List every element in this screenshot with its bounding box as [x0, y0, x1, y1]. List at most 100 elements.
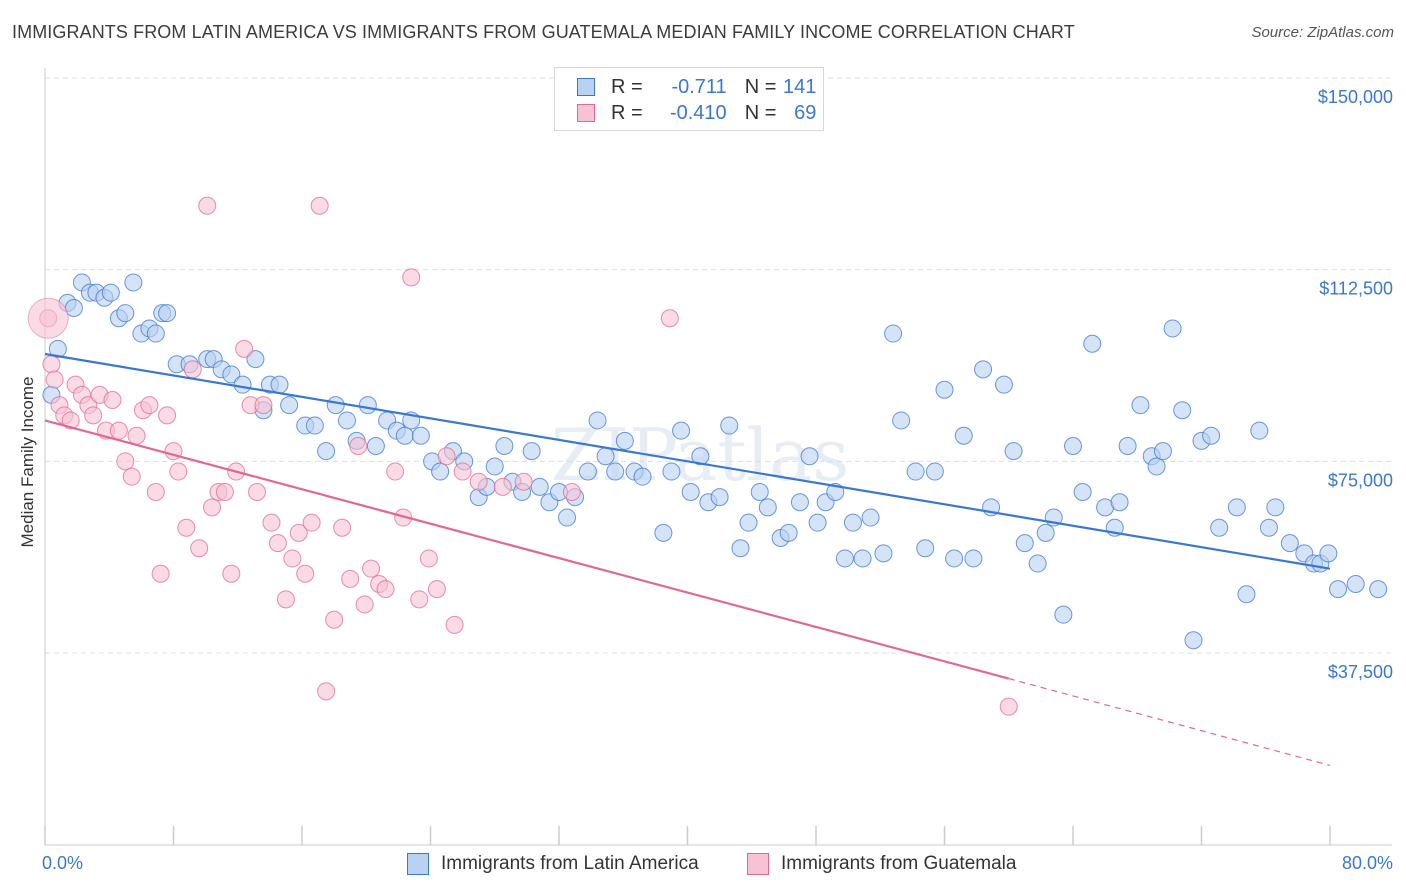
data-point	[935, 380, 954, 399]
data-point	[1036, 523, 1055, 542]
data-point	[183, 360, 202, 379]
y-axis-label: Median Family Income	[18, 376, 37, 547]
data-point	[739, 513, 758, 532]
data-point	[1329, 580, 1348, 599]
data-point	[1054, 605, 1073, 624]
trend-line-guatemala-extension	[1008, 677, 1331, 767]
data-point	[109, 421, 128, 440]
x-tick-label-max: 80.0%	[1342, 853, 1393, 873]
data-point	[146, 483, 165, 501]
data-point	[884, 324, 903, 343]
axis-labels: $37,500 $75,000 $112,500 $150,000 0.0% 80.0% M…	[18, 87, 1393, 873]
data-point	[835, 549, 854, 568]
data-point	[283, 549, 302, 568]
legend-n-value: 141	[783, 75, 817, 98]
data-point	[1250, 421, 1269, 440]
data-point	[419, 549, 438, 568]
data-point	[431, 462, 450, 481]
data-point	[305, 416, 324, 435]
x-tick-label-min: 0.0%	[42, 853, 83, 873]
trend-lines	[44, 352, 1331, 767]
data-point	[588, 411, 607, 430]
data-point	[48, 339, 67, 358]
data-point	[362, 559, 381, 578]
data-point	[1259, 518, 1278, 537]
data-point	[1004, 442, 1023, 461]
data-point	[558, 508, 577, 527]
data-point	[1280, 534, 1299, 553]
data-point	[615, 431, 634, 450]
data-point	[874, 544, 893, 563]
data-point	[672, 421, 691, 440]
data-point	[485, 457, 504, 476]
data-point	[495, 437, 514, 455]
data-point	[974, 360, 993, 379]
data-point	[268, 534, 287, 553]
data-point	[376, 580, 395, 599]
y-tick-label: $75,000	[1328, 470, 1393, 490]
data-point	[45, 370, 64, 389]
axes	[44, 68, 1392, 846]
data-point	[1227, 498, 1246, 517]
data-point	[289, 523, 308, 542]
chart-title: IMMIGRANTS FROM LATIN AMERICA VS IMMIGRA…	[12, 22, 1075, 42]
data-point	[302, 513, 321, 532]
data-point	[1266, 498, 1285, 517]
data-point	[427, 580, 446, 599]
data-point	[127, 426, 146, 445]
data-point	[248, 483, 267, 501]
data-point	[1173, 401, 1192, 420]
data-point	[151, 564, 170, 583]
data-point	[530, 477, 549, 496]
data-point-large	[27, 297, 69, 339]
data-point	[103, 391, 122, 409]
data-point	[514, 472, 533, 491]
data-point	[731, 539, 750, 558]
bottom-legend-swatch-blue	[407, 853, 429, 875]
data-point	[562, 483, 581, 501]
data-point	[720, 416, 739, 435]
data-point	[1028, 554, 1047, 573]
data-point	[140, 396, 159, 415]
data-point	[1064, 437, 1082, 455]
data-point	[395, 426, 414, 445]
data-point	[892, 411, 911, 430]
data-point	[190, 539, 209, 558]
data-point	[654, 523, 673, 542]
data-point	[808, 513, 827, 532]
data-point	[341, 569, 360, 588]
data-point	[633, 467, 652, 486]
data-point	[276, 590, 295, 609]
data-point	[843, 513, 862, 532]
data-point	[61, 411, 80, 430]
data-point	[116, 304, 135, 323]
bottom-legend-latin-america: Immigrants from Latin America	[407, 850, 699, 878]
data-point	[337, 411, 356, 430]
data-point	[146, 324, 165, 343]
data-point	[906, 462, 925, 481]
data-point	[964, 549, 983, 568]
data-point	[326, 396, 345, 415]
data-point	[1163, 319, 1182, 338]
data-point	[349, 437, 368, 455]
legend-r-label: R =	[611, 101, 643, 124]
bottom-legend-label: Immigrants from Guatemala	[781, 853, 1017, 874]
bottom-legend-swatch-pink	[747, 853, 769, 875]
data-point	[325, 610, 344, 629]
data-point	[758, 498, 777, 517]
data-point	[954, 426, 973, 445]
data-point	[800, 447, 819, 466]
data-point	[215, 483, 234, 501]
data-point	[169, 462, 188, 481]
data-point	[437, 447, 456, 466]
data-point	[1015, 534, 1034, 553]
data-point	[410, 590, 429, 609]
y-tick-label: $37,500	[1328, 662, 1393, 682]
data-point	[750, 483, 769, 501]
data-point	[853, 549, 872, 568]
data-point	[1184, 631, 1203, 650]
data-point	[1110, 493, 1129, 512]
data-point	[101, 283, 120, 302]
data-point	[355, 595, 374, 614]
data-point	[1210, 518, 1229, 537]
